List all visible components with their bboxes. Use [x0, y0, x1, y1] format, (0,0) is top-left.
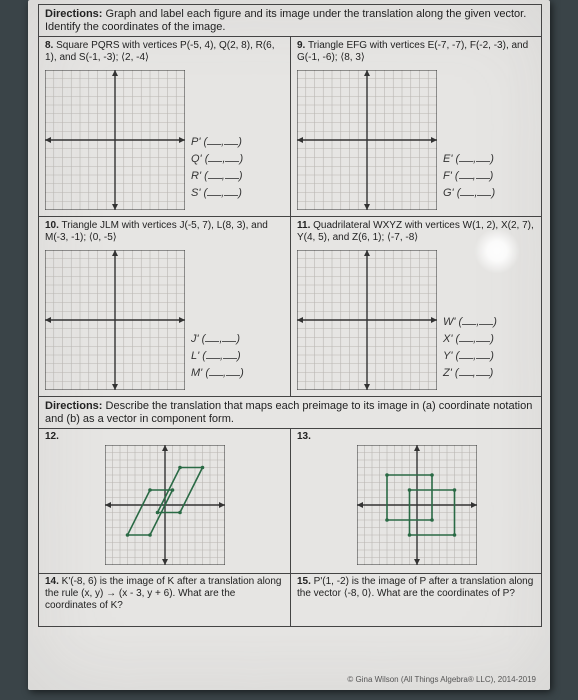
- problem-10: 10. Triangle JLM with vertices J(-5, 7),…: [39, 217, 291, 396]
- problem-14-num: 14.: [45, 576, 59, 587]
- worksheet-table: Directions: Graph and label each figure …: [38, 4, 542, 627]
- problem-15-text: P'(1, -2) is the image of P after a tran…: [297, 576, 533, 599]
- problem-9: 9. Triangle EFG with vertices E(-7, -7),…: [291, 37, 541, 216]
- worksheet-page: Directions: Graph and label each figure …: [28, 0, 550, 690]
- problem-13-num: 13.: [297, 431, 311, 442]
- problem-11-num: 11.: [297, 220, 310, 231]
- blanks-10: J' (,) L' (,) M' (,): [191, 328, 244, 382]
- problem-15-num: 15.: [297, 576, 311, 587]
- problem-9-text: Triangle EFG with vertices E(-7, -7), F(…: [297, 40, 528, 63]
- problem-10-num: 10.: [45, 220, 59, 231]
- problem-14-text: K'(-8, 6) is the image of K after a tran…: [45, 576, 281, 611]
- grid-13: [357, 445, 477, 565]
- blanks-11: W' (,) X' (,) Y' (,) Z' (,): [443, 311, 497, 382]
- blanks-9: E' (,) F' (,) G' (,): [443, 148, 495, 202]
- grid-8: [45, 70, 185, 210]
- problem-11-text: Quadrilateral WXYZ with vertices W(1, 2)…: [297, 220, 534, 243]
- problem-10-text: Triangle JLM with vertices J(-5, 7), L(8…: [45, 220, 268, 243]
- problem-11: 11. Quadrilateral WXYZ with vertices W(1…: [291, 217, 541, 396]
- directions-1-text: Graph and label each figure and its imag…: [45, 8, 526, 33]
- grid-11: [297, 250, 437, 390]
- directions-row-1: Directions: Graph and label each figure …: [39, 5, 541, 37]
- problem-8-text: Square PQRS with vertices P(-5, 4), Q(2,…: [45, 40, 275, 63]
- directions-2-text: Describe the translation that maps each …: [45, 400, 532, 425]
- problem-13: 13.: [291, 429, 541, 573]
- problem-12: 12.: [39, 429, 291, 573]
- directions-row-2: Directions: Describe the translation tha…: [39, 397, 541, 429]
- grid-12: [105, 445, 225, 565]
- grid-10: [45, 250, 185, 390]
- problem-14: 14. K'(-8, 6) is the image of K after a …: [39, 574, 291, 626]
- problem-12-num: 12.: [45, 431, 59, 442]
- grid-9: [297, 70, 437, 210]
- copyright-footer: © Gina Wilson (All Things Algebra® LLC),…: [347, 675, 536, 684]
- problem-15: 15. P'(1, -2) is the image of P after a …: [291, 574, 541, 626]
- blanks-8: P' (,) Q' (,) R' (,) S' (,): [191, 131, 243, 202]
- problem-8: 8. Square PQRS with vertices P(-5, 4), Q…: [39, 37, 291, 216]
